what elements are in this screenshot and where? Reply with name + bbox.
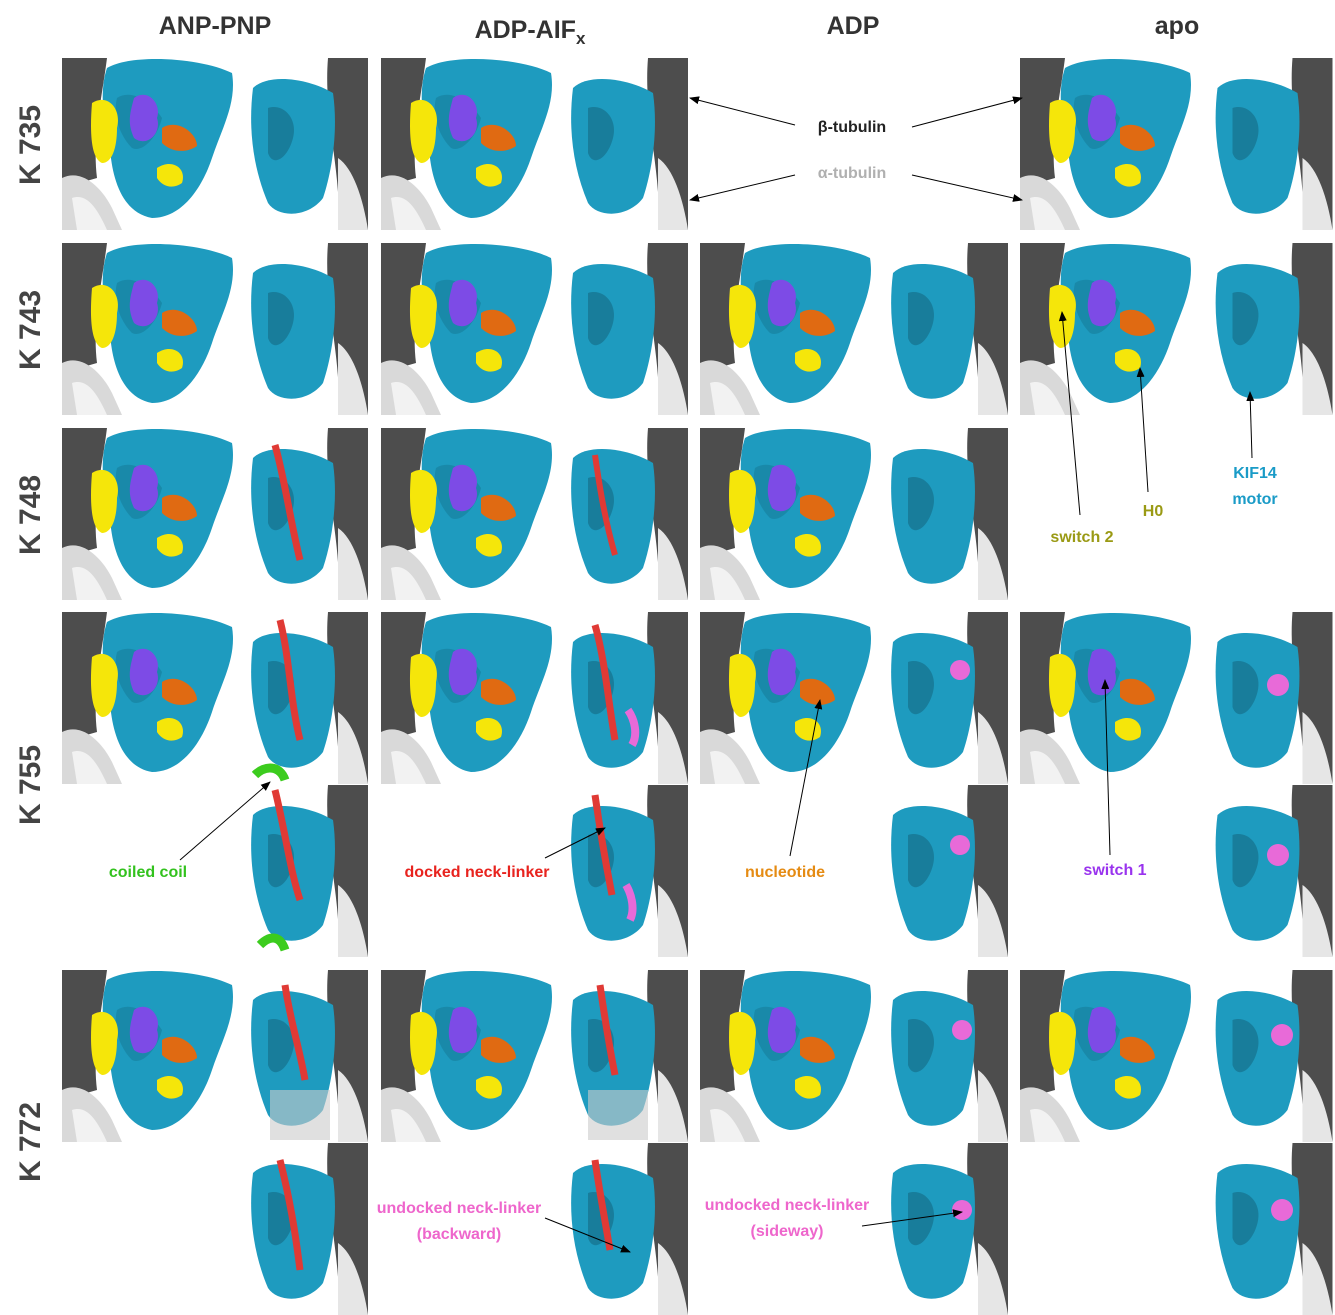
undocked-neck-linker (950, 660, 970, 680)
density-map (558, 612, 688, 784)
annotation: H0 (1143, 503, 1164, 520)
column-title-main: ADP-AIF (475, 16, 576, 44)
density-map (878, 1143, 1008, 1315)
column-title: apo (1155, 12, 1199, 40)
panels-row (62, 970, 1333, 1315)
density-map (1020, 243, 1195, 415)
annotation-line: KIF14 (1233, 465, 1277, 482)
density-map (1020, 970, 1195, 1142)
density-map (700, 970, 875, 1142)
density-map (381, 612, 556, 784)
density-map (1020, 58, 1195, 230)
undocked-neck-linker (1271, 1024, 1293, 1046)
density-map (381, 243, 556, 415)
annotation-line: (sideway) (751, 1223, 824, 1240)
density-map (238, 428, 368, 600)
column-title-sub: x (576, 29, 586, 48)
density-map (558, 785, 688, 957)
annotation-line: undocked neck-linker (377, 1200, 542, 1217)
density-map (381, 428, 556, 600)
density-map (1203, 58, 1333, 230)
density-map (700, 612, 875, 784)
density-map (238, 243, 368, 415)
density-map (1203, 243, 1333, 415)
density-map (700, 428, 875, 600)
annotation: KIF14 motor (1232, 465, 1277, 508)
annotation: undocked neck-linker (backward) (377, 1200, 542, 1243)
density-map (62, 428, 237, 600)
density-map (1203, 785, 1333, 957)
undocked-neck-linker (1267, 844, 1289, 866)
ghost-density (270, 1090, 330, 1140)
density-map (878, 612, 1008, 784)
density-map (1203, 970, 1333, 1142)
column-title: ADP-AIFx (475, 16, 586, 48)
panels-row (62, 243, 1333, 415)
row-label: K 772 (14, 1102, 47, 1182)
panels-row (62, 58, 1333, 230)
annotation: docked neck-linker (405, 864, 550, 881)
density-map (62, 612, 237, 784)
arrow (690, 98, 795, 125)
density-map (238, 1143, 368, 1315)
undocked-neck-linker (952, 1200, 972, 1220)
density-map (1203, 612, 1333, 784)
annotation: β-tubulin (818, 119, 886, 136)
annotation-line: undocked neck-linker (705, 1197, 870, 1214)
row-label: K 743 (14, 290, 47, 370)
panels-row (62, 612, 1333, 957)
arrow (912, 98, 1022, 127)
density-map (62, 58, 237, 230)
density-map (381, 58, 556, 230)
arrow (912, 175, 1022, 200)
row-label: K 735 (14, 105, 47, 185)
undocked-neck-linker (950, 835, 970, 855)
density-map (238, 785, 368, 957)
annotation: α-tubulin (818, 165, 886, 182)
density-map (878, 970, 1008, 1142)
density-map (238, 58, 368, 230)
undocked-neck-linker (1271, 1199, 1293, 1221)
annotation: undocked neck-linker (sideway) (705, 1197, 870, 1240)
annotation: coiled coil (109, 864, 187, 881)
column-title: ANP-PNP (159, 12, 272, 40)
density-map (558, 243, 688, 415)
density-map (238, 612, 368, 784)
density-map (878, 785, 1008, 957)
figure: ANP-PNP ADP-AIFx ADP apo K 735 K 743 K 7… (0, 0, 1335, 1315)
annotation-line: (backward) (417, 1226, 501, 1243)
density-map (558, 58, 688, 230)
annotation-line: motor (1232, 491, 1277, 508)
undocked-neck-linker (1267, 674, 1289, 696)
undocked-neck-linker (952, 1020, 972, 1040)
annotation: switch 1 (1083, 862, 1146, 879)
annotation: nucleotide (745, 864, 825, 881)
density-map (1203, 1143, 1333, 1315)
density-map (62, 243, 237, 415)
density-map (381, 970, 556, 1142)
density-map (558, 1143, 688, 1315)
panels-row (62, 428, 1008, 600)
density-map (62, 970, 237, 1142)
column-title: ADP (827, 12, 880, 40)
row-label: K 748 (14, 475, 47, 555)
row-label: K 755 (14, 745, 47, 825)
density-map (878, 243, 1008, 415)
annotation: switch 2 (1050, 529, 1113, 546)
arrow (690, 175, 795, 200)
density-map (878, 428, 1008, 600)
ghost-density (588, 1090, 648, 1140)
density-map (700, 243, 875, 415)
density-map (558, 428, 688, 600)
